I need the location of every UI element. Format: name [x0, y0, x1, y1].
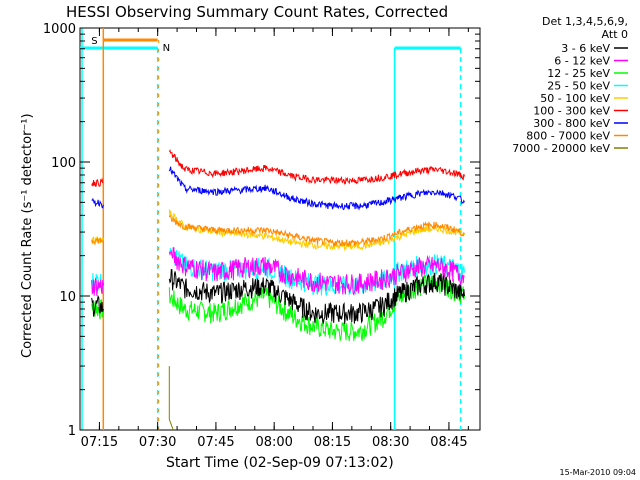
series-line: [91, 298, 104, 320]
series-line: [168, 209, 465, 252]
series-line: [168, 247, 465, 296]
legend-header-line-1: Det 1,3,4,5,6,9,: [542, 15, 628, 28]
saa-label: S: [91, 36, 97, 47]
legend-header-line-2: Att 0: [602, 28, 628, 41]
annotation-bars: SN: [80, 28, 462, 430]
x-tick-label: 07:30: [139, 435, 176, 450]
x-axis-label: Start Time (02-Sep-09 07:13:02): [166, 455, 394, 471]
legend-entry-label: 50 - 100 keV: [540, 92, 610, 105]
legend-entry-label: 800 - 7000 keV: [526, 130, 610, 143]
series-line: [168, 366, 174, 431]
legend-entry-label: 25 - 50 keV: [547, 80, 610, 93]
footer-timestamp: 15-Mar-2010 09:04: [560, 468, 637, 477]
axis-ticks: 07:15 07:30 07:45 08:00 08:15 08:30 08:45 1 10 10…: [43, 22, 480, 450]
series-line: [91, 236, 104, 246]
series-line: [91, 177, 104, 187]
legend-entry-label: 6 - 12 keV: [554, 55, 610, 68]
x-tick-label: 08:15: [314, 435, 351, 450]
y-tick-label: 1000: [43, 22, 76, 37]
x-tick-label: 08:45: [430, 435, 467, 450]
series-line: [168, 269, 465, 325]
series-line: [168, 148, 465, 185]
x-tick-label: 07:45: [197, 435, 234, 450]
series-line: [91, 197, 104, 209]
series-line: [168, 273, 465, 343]
series-layer: [91, 148, 465, 431]
x-tick-label: 08:30: [372, 435, 409, 450]
y-tick-label: 100: [51, 156, 76, 171]
y-tick-label: 1: [68, 424, 76, 439]
series-line: [168, 214, 465, 248]
legend-entry-label: 100 - 300 keV: [533, 105, 610, 118]
chart-title: HESSI Observing Summary Count Rates, Cor…: [66, 3, 448, 21]
y-axis-label: Corrected Count Rate (s⁻¹ detector⁻¹): [20, 113, 35, 358]
x-tick-label: 07:15: [81, 435, 118, 450]
y-tick-label: 10: [59, 290, 76, 305]
series-line: [91, 277, 104, 296]
legend-entry-label: 300 - 800 keV: [533, 117, 610, 130]
series-line: [168, 166, 465, 211]
x-tick-label: 08:00: [255, 435, 292, 450]
legend-entry-label: 7000 - 20000 keV: [512, 142, 610, 155]
legend-entry-label: 3 - 6 keV: [561, 42, 610, 55]
legend-entry-label: 12 - 25 keV: [547, 67, 610, 80]
series-line: [91, 294, 104, 317]
night-label: N: [163, 43, 170, 54]
plot-frame: [79, 27, 481, 431]
